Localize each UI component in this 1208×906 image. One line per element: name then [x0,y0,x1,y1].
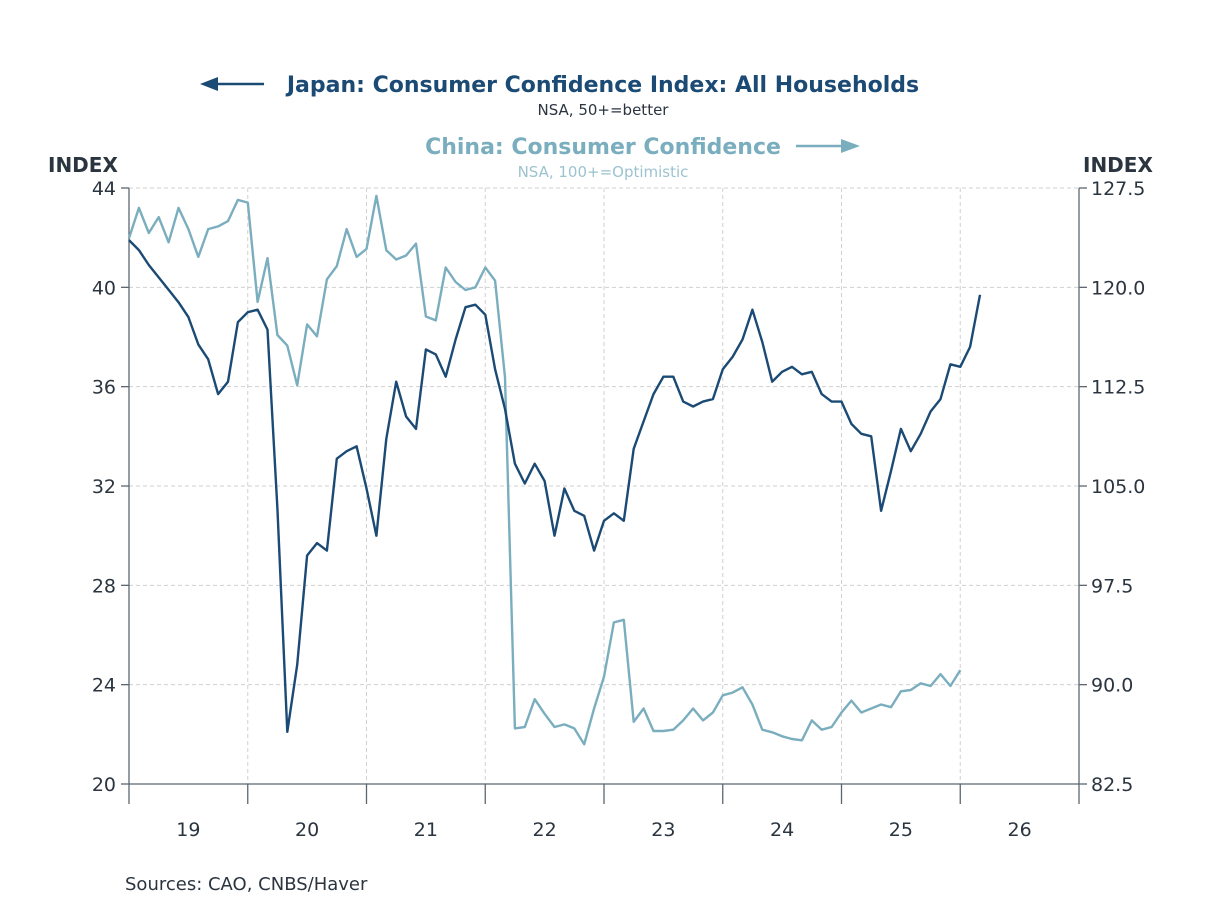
x-axis-ticks: 19 20 21 22 23 24 25 26 [128,784,1080,841]
source-note: Sources: CAO, CNBS/Haver [125,874,368,895]
x-tick-label: 22 [533,819,557,841]
left-tick-label: 24 [92,675,116,697]
x-tick-label: 24 [770,819,794,841]
x-tick-label: 19 [176,819,200,841]
right-axis-ticks: 82.5 90.0 97.5 105.0 112.5 120.0 127.5 [1079,178,1145,796]
right-tick-label: 90.0 [1091,675,1133,697]
left-tick-label: 40 [92,277,116,299]
left-axis-ticks: 20 24 28 32 36 40 44 [92,178,129,796]
china-series-subtitle: NSA, 100+=Optimistic [518,163,689,181]
left-tick-label: 20 [92,774,116,796]
left-tick-label: 32 [92,476,116,498]
x-tick-label: 21 [414,819,438,841]
right-tick-label: 82.5 [1091,774,1133,796]
right-tick-label: 112.5 [1091,377,1145,399]
china-series-line [127,194,962,746]
legend-china: China: Consumer Confidence NSA, 100+=Opt… [425,135,860,181]
right-tick-label: 120.0 [1091,277,1145,299]
japan-series-subtitle: NSA, 50+=better [538,101,670,119]
left-tick-label: 44 [92,178,116,200]
x-tick-label: 20 [295,819,319,841]
right-tick-label: 127.5 [1091,178,1145,200]
right-arrowhead-icon [841,139,860,153]
right-tick-label: 105.0 [1091,476,1145,498]
series [127,194,982,746]
x-tick-label: 26 [1008,819,1032,841]
left-arrowhead-icon [200,77,218,91]
gridlines [129,187,1079,784]
left-tick-label: 28 [92,575,116,597]
left-axis-label: INDEX [48,153,118,177]
x-tick-label: 23 [651,819,675,841]
right-axis-label: INDEX [1083,153,1153,177]
china-series-title: China: Consumer Confidence [425,135,781,160]
right-tick-label: 97.5 [1091,575,1133,597]
left-tick-label: 36 [92,377,116,399]
legend-japan: Japan: Consumer Confidence Index: All Ho… [200,73,919,119]
x-tick-label: 25 [889,819,913,841]
japan-series-title: Japan: Consumer Confidence Index: All Ho… [285,73,919,98]
japan-series-line [128,239,982,733]
